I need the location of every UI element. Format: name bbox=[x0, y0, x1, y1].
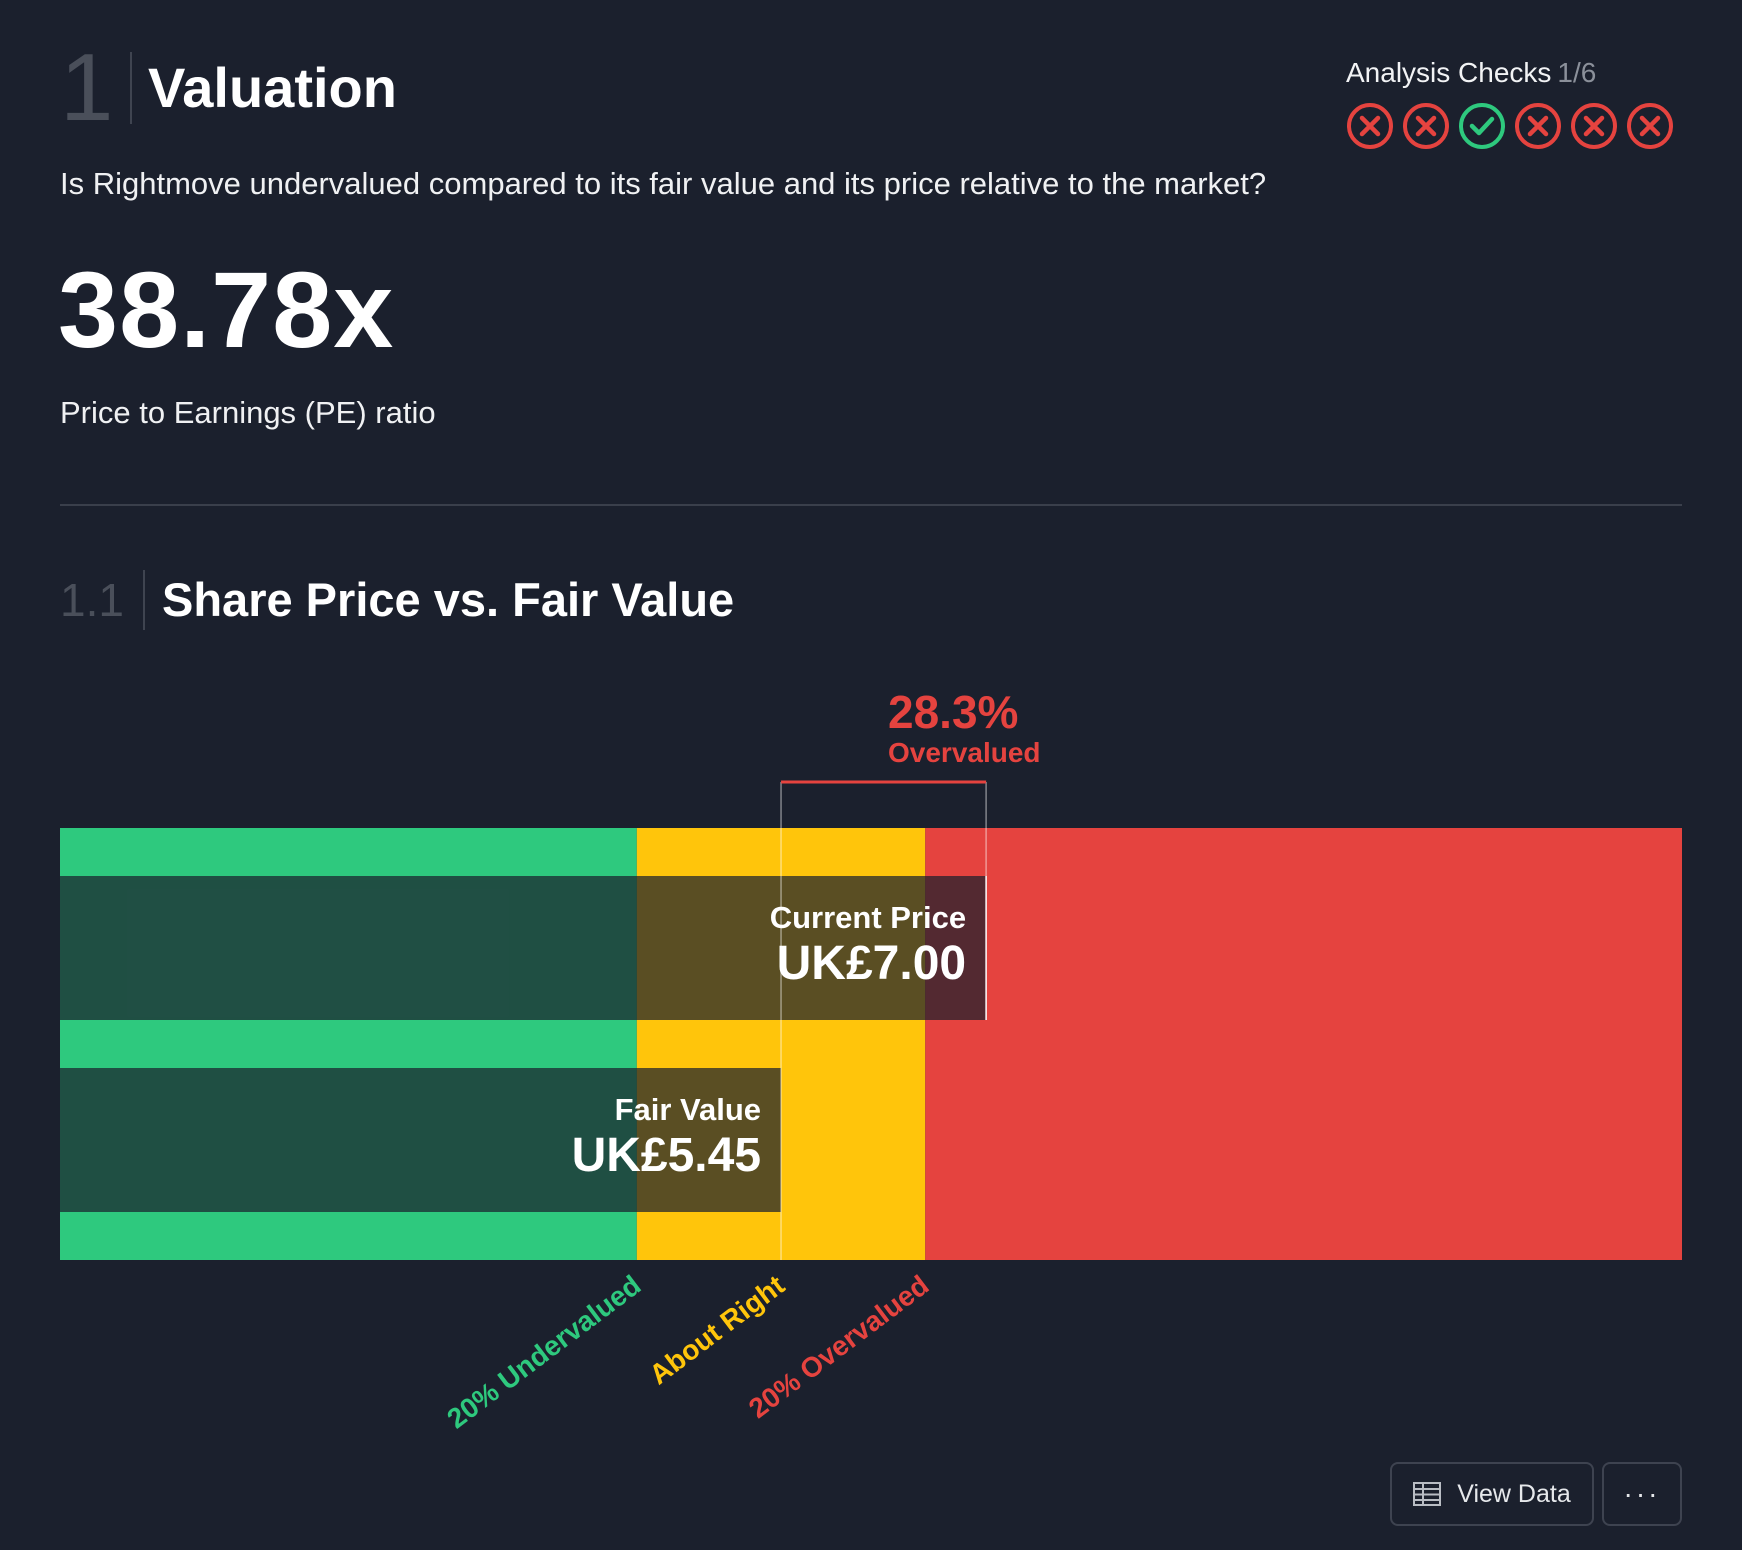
section-title: Valuation bbox=[148, 56, 397, 119]
analysis-checks-score: 1/6 bbox=[1557, 57, 1597, 88]
fair-value-label: Fair Value UK£5.45 bbox=[381, 1092, 761, 1184]
more-options-button[interactable]: ··· bbox=[1602, 1462, 1682, 1526]
analysis-checks-title: Analysis Checks bbox=[1346, 57, 1552, 88]
section-separator bbox=[60, 504, 1682, 506]
view-data-label: View Data bbox=[1457, 1479, 1571, 1508]
fair-value-value: UK£5.45 bbox=[571, 1129, 762, 1182]
cross-circle-icon bbox=[1515, 103, 1561, 149]
subsection-number: 1.1 bbox=[60, 574, 124, 626]
difference-label: Overvalued bbox=[888, 737, 1041, 768]
valuation-question: Is Rightmove undervalued compared to its… bbox=[60, 166, 1267, 201]
current-price-value: UK£7.00 bbox=[776, 937, 967, 990]
pe-ratio-value: 38.78x bbox=[58, 249, 395, 370]
pe-ratio-label: Price to Earnings (PE) ratio bbox=[60, 395, 436, 430]
current-price-label: Current Price UK£7.00 bbox=[586, 900, 966, 992]
subsection-divider bbox=[143, 570, 145, 630]
subsection-title: Share Price vs. Fair Value bbox=[162, 573, 735, 626]
zone-2 bbox=[925, 828, 1682, 1260]
cross-circle-icon bbox=[1403, 103, 1449, 149]
bar-fair-value bbox=[60, 1068, 782, 1212]
section-number: 1 bbox=[60, 34, 114, 141]
view-data-button[interactable]: View Data bbox=[1390, 1462, 1594, 1526]
table-icon bbox=[1413, 1482, 1442, 1506]
bar-current-price bbox=[60, 876, 987, 1020]
check-circle-icon bbox=[1459, 103, 1505, 149]
fair-value-title: Fair Value bbox=[614, 1092, 762, 1127]
cross-circle-icon bbox=[1627, 103, 1673, 149]
more-icon: ··· bbox=[1623, 1478, 1661, 1509]
analysis-checks-icons bbox=[1346, 102, 1674, 150]
section-divider bbox=[130, 52, 132, 124]
cross-circle-icon bbox=[1347, 103, 1393, 149]
cross-circle-icon bbox=[1571, 103, 1617, 149]
analysis-checks-label: Analysis Checks 1/6 bbox=[1346, 56, 1596, 90]
difference-percent: 28.3% bbox=[888, 686, 1019, 738]
current-price-title: Current Price bbox=[769, 900, 967, 935]
